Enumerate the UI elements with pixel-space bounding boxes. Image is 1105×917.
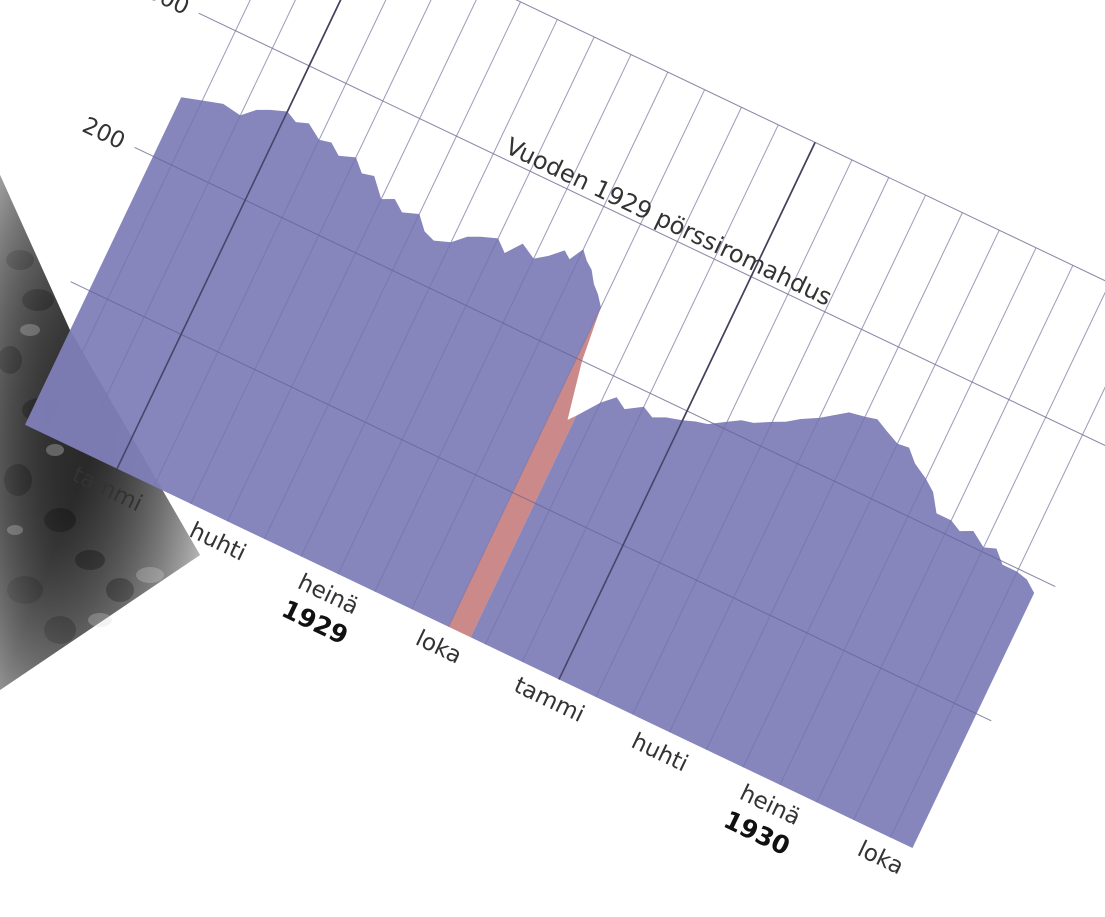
month-grid-overlay (816, 265, 1074, 803)
month-grid-overlay (337, 36, 595, 575)
value-grid-overlay (262, 0, 1105, 319)
month-grid-overlay (153, 0, 411, 487)
month-grid-overlay (42, 0, 301, 434)
month-grid-overlay (190, 0, 448, 504)
series-area-1 (448, 307, 601, 638)
y-tick-label: 200 (78, 113, 129, 155)
series-area-2 (470, 397, 1035, 849)
month-grid-overlay (374, 54, 632, 592)
month-grid-overlay (779, 247, 1037, 786)
month-grid-overlay (632, 177, 890, 715)
month-grid-overlay (300, 19, 558, 557)
data-areas (24, 0, 1105, 849)
month-grid-overlay (705, 212, 963, 750)
month-grid-overlay (558, 142, 816, 680)
month-grid-overlay (668, 194, 927, 733)
month-grid-overlay (889, 300, 1105, 838)
value-grid-overlay (134, 146, 1056, 588)
month-grid-overlay (521, 124, 779, 663)
month-grid-overlay (79, 0, 337, 452)
month-grid-overlay (116, 0, 374, 469)
month-grid-overlay (742, 229, 1000, 768)
month-grid-overlay (227, 0, 485, 522)
series-area-0 (24, 97, 601, 627)
x-month-label: loka (412, 626, 466, 670)
value-grid-overlay (198, 12, 1105, 453)
month-grid-overlay (595, 159, 853, 698)
x-month-label: loka (853, 836, 907, 880)
month-grid-overlay (853, 282, 1105, 821)
month-grid-overlay (448, 89, 706, 627)
value-grid-overlay (70, 281, 992, 722)
month-grid-overlay (263, 1, 521, 540)
month-grid-overlay (484, 107, 742, 645)
y-tick-label: 300 (142, 0, 193, 21)
month-grid-overlay (411, 71, 669, 610)
